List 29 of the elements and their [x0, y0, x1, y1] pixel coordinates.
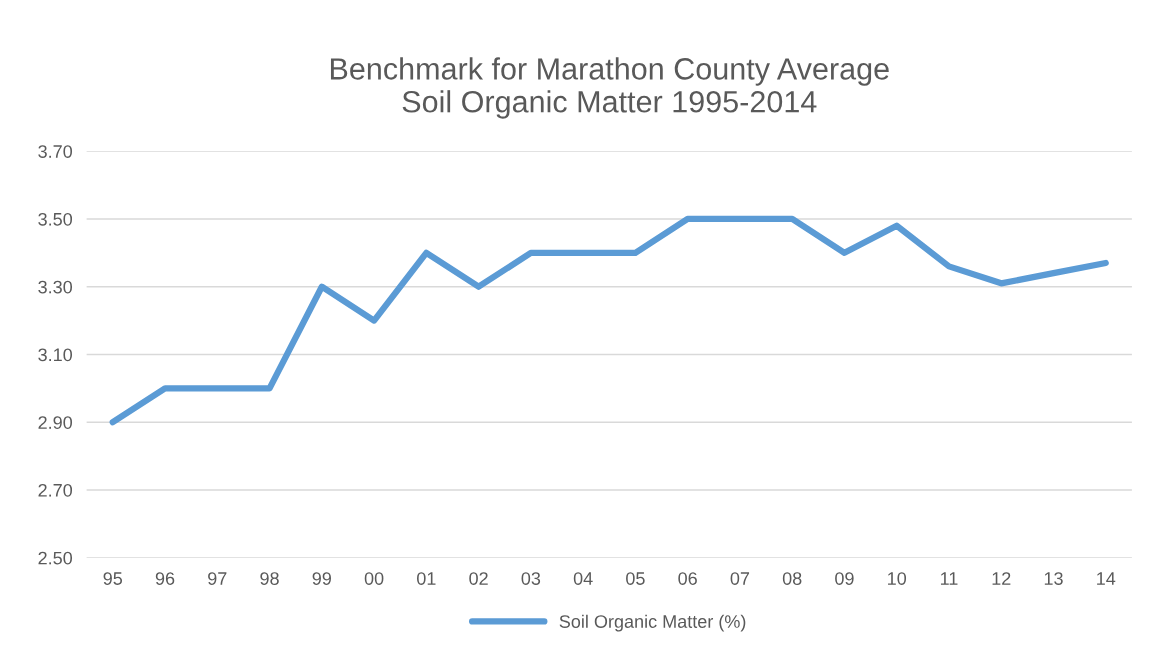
x-tick-label: 07 [730, 572, 750, 585]
y-tick-label: 3.30 [38, 280, 73, 294]
x-tick-label: 06 [678, 572, 697, 585]
x-tick-label: 04 [573, 572, 593, 585]
x-tick-label: 03 [521, 572, 541, 585]
x-tick-label: 08 [782, 572, 802, 585]
x-tick-label: 11 [940, 572, 958, 585]
y-tick-label: 3.50 [38, 212, 73, 226]
x-tick-label: 96 [155, 572, 175, 585]
x-tick-label: 99 [312, 572, 331, 585]
x-tick-label: 10 [888, 572, 907, 585]
x-tick-label: 12 [992, 572, 1011, 585]
x-tick-label: 14 [1097, 572, 1116, 585]
x-tick-label: 02 [469, 572, 488, 585]
chart-title: Benchmark for Marathon County Average Soil Organic Matter 1995-2014 [330, 57, 889, 119]
x-tick-label: 00 [364, 572, 384, 585]
x-tick-label: 09 [835, 572, 854, 585]
legend-label: Soil Organic Matter (%) [559, 614, 746, 632]
x-tick-label: 05 [626, 572, 645, 585]
y-tick-label: 3.70 [38, 145, 73, 158]
y-tick-label: 3.10 [38, 348, 73, 362]
x-tick-label: 98 [260, 572, 279, 585]
x-tick-label: 01 [417, 572, 436, 585]
x-tick-label: 95 [103, 572, 123, 585]
y-tick-label: 2.50 [38, 551, 73, 565]
y-tick-label: 2.90 [38, 416, 73, 429]
x-tick-label: 13 [1044, 572, 1063, 585]
x-tick-label: 97 [208, 572, 227, 585]
y-tick-label: 2.70 [38, 483, 73, 497]
